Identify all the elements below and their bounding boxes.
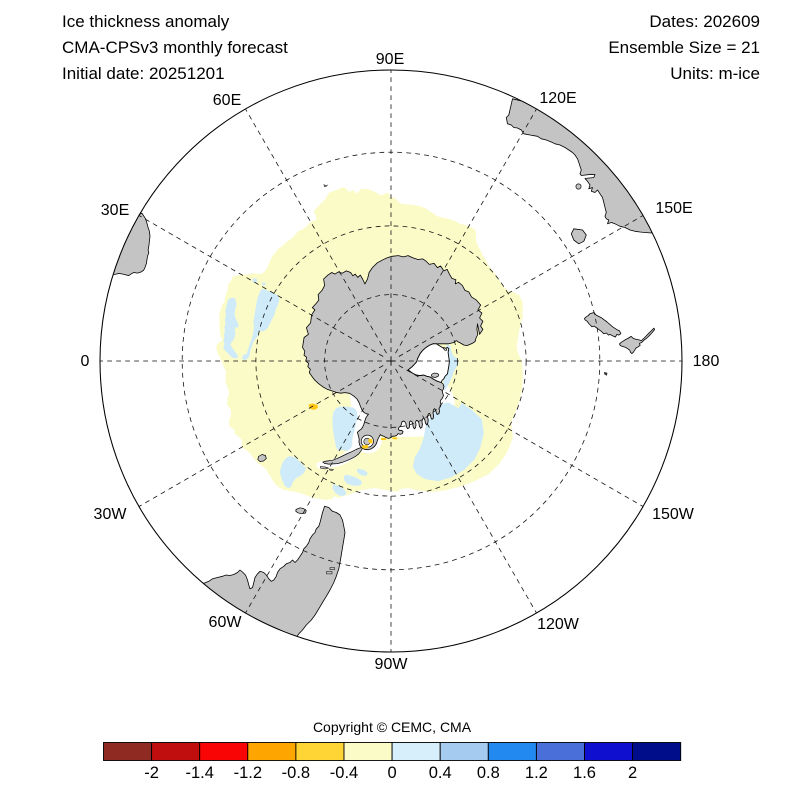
svg-text:-1.2: -1.2: [234, 764, 262, 782]
svg-text:Dates: 202609: Dates: 202609: [649, 12, 760, 31]
svg-text:30E: 30E: [101, 202, 129, 219]
svg-text:0: 0: [388, 764, 397, 782]
svg-text:120E: 120E: [539, 90, 576, 107]
svg-text:180: 180: [693, 353, 720, 370]
svg-text:0: 0: [81, 353, 90, 370]
svg-text:150W: 150W: [652, 506, 695, 523]
svg-text:Ice thickness anomaly: Ice thickness anomaly: [62, 12, 230, 31]
svg-text:30W: 30W: [94, 506, 128, 523]
svg-text:60W: 60W: [209, 614, 243, 631]
svg-text:1.2: 1.2: [525, 764, 548, 782]
svg-text:CMA-CPSv3 monthly forecast: CMA-CPSv3 monthly forecast: [62, 38, 288, 57]
svg-text:60E: 60E: [213, 92, 241, 109]
svg-text:0.4: 0.4: [429, 764, 452, 782]
svg-text:90W: 90W: [375, 656, 409, 673]
svg-text:Initial date: 20251201: Initial date: 20251201: [62, 64, 225, 83]
svg-text:90E: 90E: [376, 51, 404, 68]
svg-text:1.6: 1.6: [573, 764, 596, 782]
svg-text:-2: -2: [144, 764, 159, 782]
svg-text:Ensemble Size = 21: Ensemble Size = 21: [608, 38, 760, 57]
svg-text:150E: 150E: [655, 200, 692, 217]
svg-text:-0.8: -0.8: [282, 764, 310, 782]
svg-text:Units: m-ice: Units: m-ice: [670, 64, 760, 83]
svg-text:0.8: 0.8: [477, 764, 500, 782]
svg-text:120W: 120W: [537, 616, 580, 633]
svg-text:-1.4: -1.4: [185, 764, 213, 782]
svg-text:Copyright © CEMC, CMA: Copyright © CEMC, CMA: [313, 719, 472, 735]
svg-text:-0.4: -0.4: [330, 764, 358, 782]
svg-text:2: 2: [628, 764, 637, 782]
